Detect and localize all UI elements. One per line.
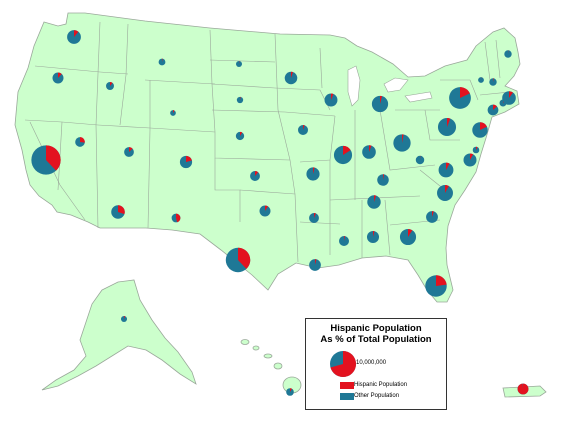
pie-iowa (298, 125, 308, 135)
pie-massachusetts (502, 91, 516, 105)
pie-north-dakota (236, 61, 242, 67)
pie-louisiana (309, 259, 321, 271)
pie-indiana (362, 145, 376, 159)
pie-delaware (473, 147, 480, 154)
legend-other-swatch (340, 393, 354, 400)
pie-wisconsin (325, 94, 338, 107)
pie-utah (124, 147, 134, 157)
pie-nevada (75, 137, 85, 147)
pie-montana (159, 59, 166, 66)
pie-maryland (464, 154, 477, 167)
pie-texas (226, 248, 250, 272)
pie-new-mexico (172, 214, 181, 223)
pie-kansas (250, 171, 260, 181)
pie-connecticut (488, 105, 499, 116)
legend-size-label: 10,000,000 (356, 360, 386, 366)
pie-puerto-rico (518, 384, 529, 395)
pie-michigan (372, 96, 388, 112)
pie-idaho (106, 82, 114, 90)
pie-alaska (121, 316, 127, 322)
pie-washington (67, 30, 81, 44)
pie-hispanic-puerto-rico (518, 384, 529, 395)
pie-ohio (393, 134, 410, 151)
legend-title-line-2: As % of Total Population (320, 334, 431, 345)
pie-maine (504, 50, 511, 57)
pie-florida (425, 275, 446, 296)
pie-colorado (180, 156, 192, 168)
pie-north-carolina (437, 185, 453, 201)
pie-oklahoma (260, 206, 271, 217)
pie-new-hampshire (489, 78, 496, 85)
pie-virginia (439, 163, 454, 178)
legend-size-pie-icon (328, 349, 358, 379)
legend-hispanic-label: Hispanic Population (354, 382, 407, 388)
pie-tennessee (367, 195, 380, 208)
contiguous-us-landmass (15, 13, 520, 302)
pie-west-virginia (416, 156, 424, 164)
legend-hispanic-swatch (340, 382, 354, 389)
pie-minnesota (285, 72, 298, 85)
pie-arizona (111, 205, 125, 219)
hawaii-islands (241, 340, 301, 394)
pie-south-dakota (237, 97, 243, 103)
pie-illinois (334, 146, 352, 164)
pie-nebraska (236, 132, 244, 140)
pie-new-jersey (472, 122, 487, 137)
pie-georgia (400, 229, 416, 245)
legend-title: Hispanic Population As % of Total Popula… (306, 323, 446, 345)
pie-vermont (478, 77, 484, 83)
pie-california (31, 145, 60, 174)
pie-kentucky (377, 174, 389, 186)
pie-oregon (53, 73, 64, 84)
pie-mississippi (339, 236, 349, 246)
pie-south-carolina (426, 211, 438, 223)
legend-other-label: Other Population (354, 393, 399, 399)
legend: Hispanic Population As % of Total Popula… (305, 318, 447, 410)
pie-arkansas (309, 213, 319, 223)
alaska-landmass (42, 280, 196, 390)
pie-wyoming (170, 110, 176, 116)
pie-hawaii (286, 388, 294, 396)
land-layer (15, 13, 546, 397)
pie-alabama (367, 231, 379, 243)
pie-new-york (449, 87, 471, 109)
pie-missouri (306, 167, 319, 180)
legend-title-line-1: Hispanic Population (330, 323, 421, 334)
pie-pennsylvania (438, 118, 456, 136)
